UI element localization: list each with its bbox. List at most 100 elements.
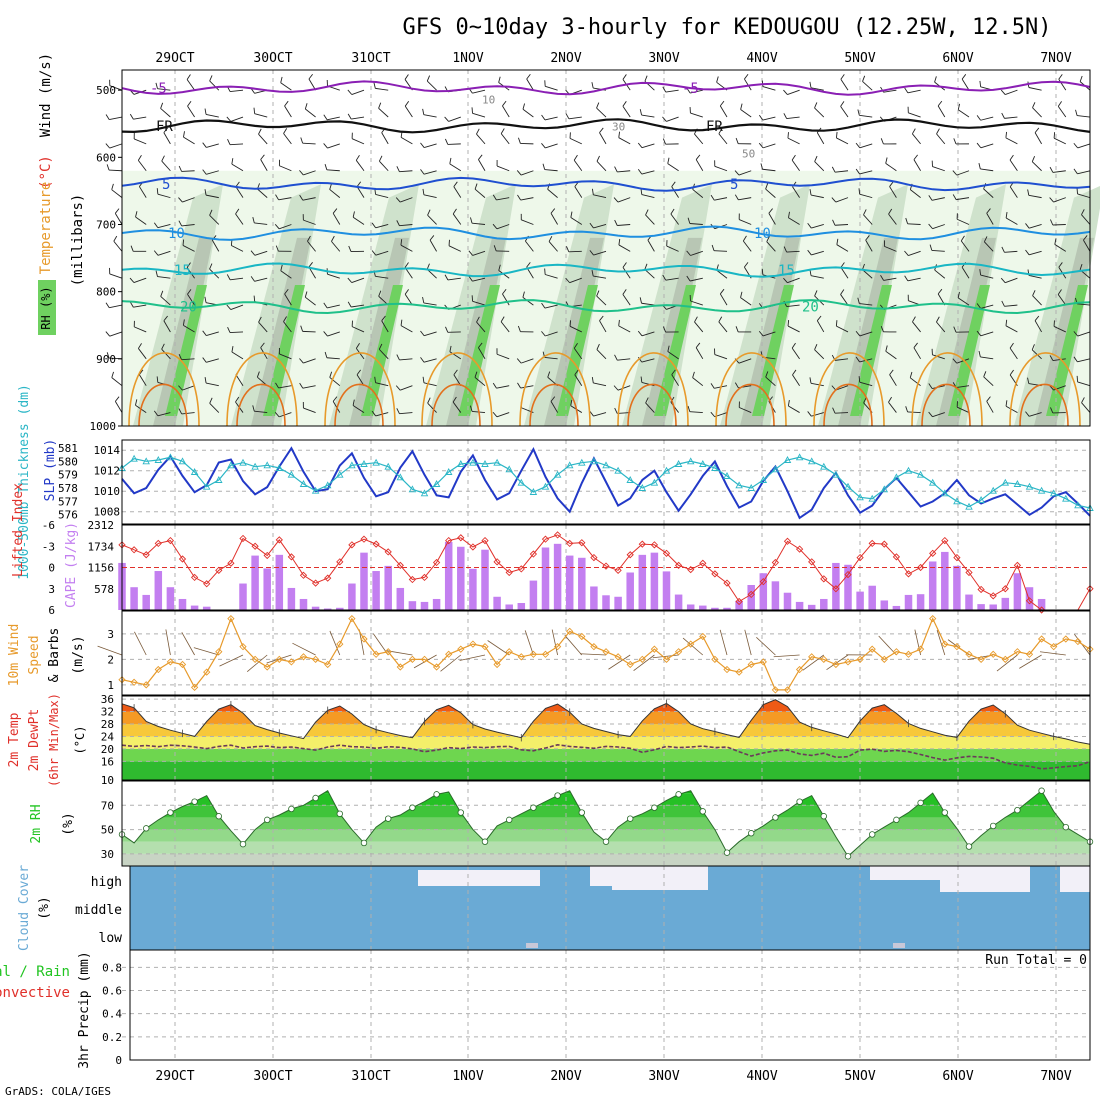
wind-barb xyxy=(1077,193,1091,199)
wind-barb xyxy=(356,186,365,198)
wind-barb xyxy=(209,397,213,404)
temp-unit-label: (°C) xyxy=(73,726,87,755)
rh-marker xyxy=(651,804,658,811)
lifted-index-marker xyxy=(1025,597,1034,605)
wind-barb xyxy=(936,133,946,145)
wind-barb xyxy=(253,107,256,114)
wind-barb xyxy=(665,89,679,93)
wind-barb xyxy=(474,371,478,378)
wind-barb xyxy=(667,163,679,172)
wind-barb xyxy=(1032,295,1042,306)
lifted-index-marker xyxy=(977,585,985,594)
wind-speed-marker xyxy=(154,665,162,674)
wind-barb xyxy=(574,374,583,386)
temp-tick-label: 10 xyxy=(101,774,114,787)
thickness-marker xyxy=(892,473,901,481)
wind-barb xyxy=(356,374,365,386)
wind-barb xyxy=(329,630,341,656)
wind-barb xyxy=(235,181,240,187)
wind-barb xyxy=(308,266,316,279)
rh-marker xyxy=(433,791,440,798)
wind-barb xyxy=(695,347,704,360)
wind-barb xyxy=(1077,143,1091,149)
wind-barb xyxy=(1054,244,1067,252)
wind-barb xyxy=(178,408,183,415)
wind-barb xyxy=(246,654,268,672)
wind-speed-marker xyxy=(1001,655,1009,664)
pressure-tick-label: 600 xyxy=(96,151,116,164)
wind-barb xyxy=(1001,246,1005,253)
wind-barb xyxy=(202,357,207,363)
wind-speed-marker xyxy=(299,653,308,661)
wind-barb xyxy=(449,157,452,164)
slp-tick-label: 1010 xyxy=(94,485,121,498)
wind-barb xyxy=(274,223,280,230)
wind-barb xyxy=(178,197,183,203)
thickness-marker xyxy=(807,457,816,465)
wind-barb xyxy=(984,241,994,252)
wind-speed-marker xyxy=(977,655,985,664)
wind-barb xyxy=(888,213,897,225)
wind-barb xyxy=(840,79,849,91)
wind-barb xyxy=(280,270,292,279)
wind-barb xyxy=(381,132,389,145)
wind-barb xyxy=(375,275,389,279)
wind-barb xyxy=(1032,290,1036,296)
wind-barb xyxy=(381,315,386,321)
thickness-marker xyxy=(711,464,719,471)
wind-barb xyxy=(352,405,365,413)
wind-barb xyxy=(910,189,921,198)
wind-barb xyxy=(111,183,114,190)
wind-barb xyxy=(980,356,994,360)
wind-barb xyxy=(227,326,231,333)
wind-speed-marker xyxy=(929,614,937,623)
cape-tick-label: 2312 xyxy=(88,519,115,532)
wind-barb xyxy=(1009,342,1014,349)
wind-barb xyxy=(371,222,376,229)
wind-barb xyxy=(302,385,316,389)
wind-barb xyxy=(541,331,546,337)
wind-barb xyxy=(305,108,316,118)
cape-bar xyxy=(674,594,683,610)
wind-barb xyxy=(130,245,134,252)
isotherm-warm xyxy=(431,383,481,427)
wind-barb xyxy=(284,288,289,295)
wind-barb xyxy=(840,267,849,279)
wind-barb xyxy=(447,143,461,145)
wind-speed-marker xyxy=(251,655,259,664)
wind-barb xyxy=(205,382,219,387)
cloud-axis-label: Cloud Cover xyxy=(17,865,32,951)
wind-barb xyxy=(204,377,207,384)
isotherm-label: FR xyxy=(706,119,723,135)
wind-barb xyxy=(710,411,716,418)
wind-barb xyxy=(936,630,946,656)
lifted-index-tick-label: 0 xyxy=(48,562,55,575)
wind-barb xyxy=(859,170,873,175)
precip-axis-label: 3hr Precip (mm) xyxy=(77,951,92,1068)
thickness-marker xyxy=(323,481,332,489)
wind-barb xyxy=(329,189,341,198)
wind-barb xyxy=(427,209,431,216)
wind-barb xyxy=(1028,194,1042,199)
wind-barb xyxy=(109,304,123,309)
wind-barb xyxy=(762,168,776,172)
lifted-index-marker xyxy=(178,555,187,563)
wind-barb xyxy=(809,269,812,276)
wind-barb xyxy=(231,163,244,172)
thickness-marker xyxy=(348,461,356,469)
isotherm-line xyxy=(121,80,1091,96)
thickness-marker xyxy=(336,470,344,478)
cape-bar xyxy=(916,594,925,610)
wind-barb xyxy=(983,376,994,387)
wind-barb xyxy=(905,217,909,224)
wind-barb xyxy=(283,316,287,322)
wind-barb xyxy=(307,235,311,242)
wind-barb xyxy=(1034,315,1040,321)
wind-barb xyxy=(718,128,723,134)
thickness-marker xyxy=(372,458,380,466)
wind-barb xyxy=(1005,217,1018,225)
wind-barb xyxy=(472,222,486,225)
wind-barb xyxy=(351,116,365,120)
wind-barb xyxy=(526,73,531,80)
cape-bar xyxy=(602,595,610,610)
